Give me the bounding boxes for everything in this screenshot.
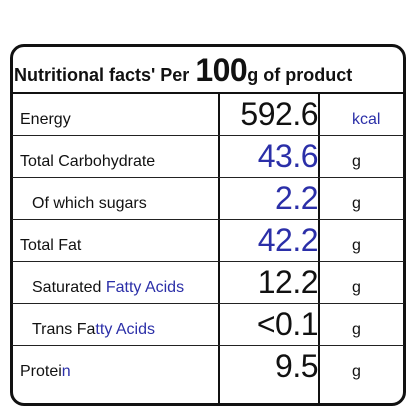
nutrient-value: 9.5: [275, 348, 318, 384]
nutrient-row-trans-fatty-acids: Trans Fatty Acids <0.1 g: [12, 304, 404, 345]
nutrient-label: Total Fat: [20, 237, 82, 254]
nutrient-unit: g: [352, 237, 361, 254]
nutrient-label: Trans Fatty Acids: [32, 321, 155, 339]
nutrient-row-energy: Energy 592.6 kcal: [12, 94, 404, 135]
nutrient-label: Of which sugars: [32, 195, 147, 212]
nutrient-label: Saturated Fatty Acids: [32, 279, 184, 297]
nutrient-unit: g: [352, 195, 361, 212]
label-part-blue: Fatty Acids: [105, 279, 185, 296]
value-column-left-border: [218, 93, 220, 404]
label-part: Protei: [20, 363, 62, 380]
label-part-blue: tty Acids: [95, 321, 155, 338]
row-divider: [12, 219, 404, 220]
nutrient-row-total-carbohydrate: Total Carbohydrate 43.6 g: [12, 136, 404, 177]
nutrient-value: <0.1: [256, 306, 319, 342]
nutrient-unit: kcal: [352, 111, 381, 128]
nutrient-value: 12.2: [257, 264, 319, 300]
nutrient-value: 592.6: [240, 96, 318, 132]
nutrient-unit: g: [352, 153, 361, 170]
row-divider: [12, 345, 404, 346]
title-divider: [12, 92, 404, 94]
label-part: Trans Fa: [32, 321, 96, 338]
title-amount: 100: [195, 52, 248, 88]
nutrient-label: Total Carbohydrate: [20, 153, 156, 170]
value-column-right-border: [318, 93, 320, 404]
nutrient-row-total-fat: Total Fat 42.2 g: [12, 220, 404, 261]
nutrient-value: 2.2: [275, 180, 318, 216]
title-suffix: g of product: [247, 65, 353, 85]
label-part: Saturated: [32, 279, 106, 296]
nutrient-label: Protein: [20, 363, 71, 381]
title-prefix: Nutritional facts' Per: [14, 65, 190, 85]
nutrient-label: Energy: [20, 111, 71, 128]
nutrient-unit: g: [352, 363, 361, 380]
row-divider: [12, 135, 404, 136]
nutrient-unit: g: [352, 279, 361, 296]
row-divider: [12, 177, 404, 178]
nutrition-title: Nutritional facts' Per 100 g of product: [14, 52, 384, 92]
nutrient-row-sugars: Of which sugars 2.2 g: [12, 178, 404, 219]
label-part-blue: n: [61, 363, 71, 380]
nutrient-unit: g: [352, 321, 361, 338]
row-divider: [12, 303, 404, 304]
nutrient-row-saturated-fatty-acids: Saturated Fatty Acids 12.2 g: [12, 262, 404, 303]
row-divider: [12, 261, 404, 262]
nutrient-value: 42.2: [257, 222, 319, 258]
nutrient-row-protein: Protein 9.5 g: [12, 346, 404, 387]
nutrient-value: 43.6: [257, 138, 319, 174]
